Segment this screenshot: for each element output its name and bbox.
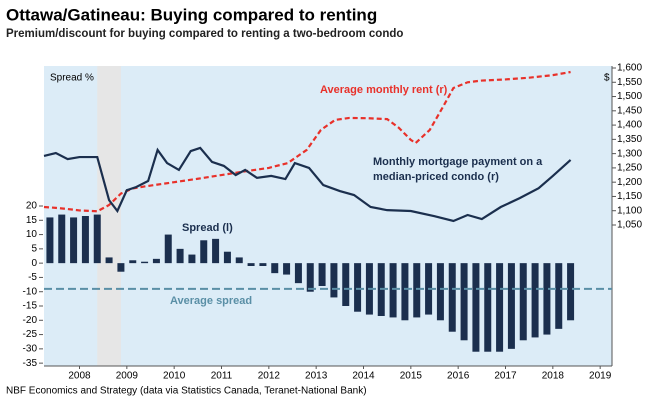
x-tick-label: 2012 [258, 371, 281, 382]
bar [294, 263, 302, 284]
bar [436, 263, 444, 321]
y2-tick-label: 1,200 [617, 177, 642, 188]
bar [543, 263, 551, 335]
plot-background [44, 66, 612, 366]
y2-tick-label: 1,300 [617, 148, 642, 159]
bar [413, 263, 421, 318]
x-tick-label: 2010 [163, 371, 186, 382]
annotation: Spread (l) [182, 222, 233, 234]
bar [567, 263, 575, 321]
annotation: median-priced condo (r) [373, 171, 499, 183]
bar [531, 263, 539, 338]
y-tick-label: -15 [23, 301, 38, 312]
x-tick-label: 2018 [542, 371, 565, 382]
bar [141, 261, 149, 264]
y-tick-label: 15 [26, 215, 38, 226]
shaded-region [97, 66, 121, 366]
bar [507, 263, 515, 349]
bar [318, 263, 326, 286]
x-tick-label: 2008 [68, 371, 91, 382]
bar [330, 263, 338, 298]
y2-tick-label: 1,450 [617, 105, 642, 116]
bar [460, 263, 468, 341]
bar [81, 216, 89, 264]
bar [519, 263, 527, 341]
bar [46, 217, 54, 264]
x-tick-label: 2017 [494, 371, 517, 382]
x-tick-label: 2019 [589, 371, 612, 382]
bar [129, 260, 137, 264]
y2-tick-label: 1,350 [617, 134, 642, 145]
bar [354, 263, 362, 312]
bar [472, 263, 480, 352]
y-tick-label: -30 [23, 343, 38, 354]
bar [401, 263, 409, 321]
bar [164, 234, 172, 264]
bar [212, 238, 220, 264]
y2-axis-label: $ [604, 73, 610, 84]
y-tick-label: -35 [23, 358, 38, 369]
bar [93, 214, 101, 264]
line [43, 70, 571, 213]
bar [117, 263, 125, 272]
bar [496, 263, 504, 352]
bar [342, 263, 350, 306]
y2-tick-label: 1,600 [617, 63, 642, 74]
y-tick-label: -20 [23, 315, 38, 326]
bar [555, 263, 563, 329]
bar [271, 263, 279, 274]
annotation: Average spread [170, 295, 252, 307]
bar [176, 248, 184, 264]
y-tick-label: 0 [31, 258, 37, 269]
y2-tick-label: 1,400 [617, 120, 642, 131]
x-tick-label: 2013 [305, 371, 328, 382]
line [43, 146, 572, 223]
y-tick-label: -25 [23, 329, 38, 340]
bar [200, 240, 208, 264]
source: NBF Economics and Strategy (data via Sta… [6, 386, 367, 397]
x-tick-label: 2009 [116, 371, 139, 382]
bar [223, 251, 231, 264]
y-tick-label: 20 [26, 201, 38, 212]
chart-subtitle: Premium/discount for buying compared to … [6, 28, 403, 40]
y-tick-label: 10 [26, 229, 38, 240]
y-axis-label: Spread % [50, 73, 94, 84]
y2-tick-label: 1,550 [617, 77, 642, 88]
bar [105, 257, 113, 264]
bar [188, 254, 196, 264]
bar [259, 263, 267, 266]
bar [247, 263, 255, 266]
y-tick-label: -5 [28, 272, 37, 283]
x-tick-label: 2014 [352, 371, 375, 382]
y-tick-label: 5 [31, 243, 37, 254]
bar [70, 217, 78, 264]
y2-tick-label: 1,050 [617, 220, 642, 231]
chart-title: Ottawa/Gatineau: Buying compared to rent… [6, 5, 377, 24]
y2-tick-label: 1,250 [617, 163, 642, 174]
x-tick-label: 2016 [447, 371, 470, 382]
x-tick-label: 2015 [400, 371, 423, 382]
annotation: Monthly mortgage payment on a [373, 156, 543, 168]
y-tick-label: -10 [23, 286, 38, 297]
y2-tick-label: 1,150 [617, 191, 642, 202]
annotation: Average monthly rent (r) [320, 84, 448, 96]
bar [389, 263, 397, 318]
bar [235, 257, 243, 264]
bar [484, 263, 492, 352]
bar [283, 263, 291, 275]
y2-tick-label: 1,500 [617, 91, 642, 102]
bar [448, 263, 456, 332]
bar [152, 258, 160, 264]
bar [306, 263, 314, 292]
bar [58, 214, 66, 264]
x-tick-label: 2011 [211, 371, 233, 382]
y2-tick-label: 1,100 [617, 205, 642, 216]
